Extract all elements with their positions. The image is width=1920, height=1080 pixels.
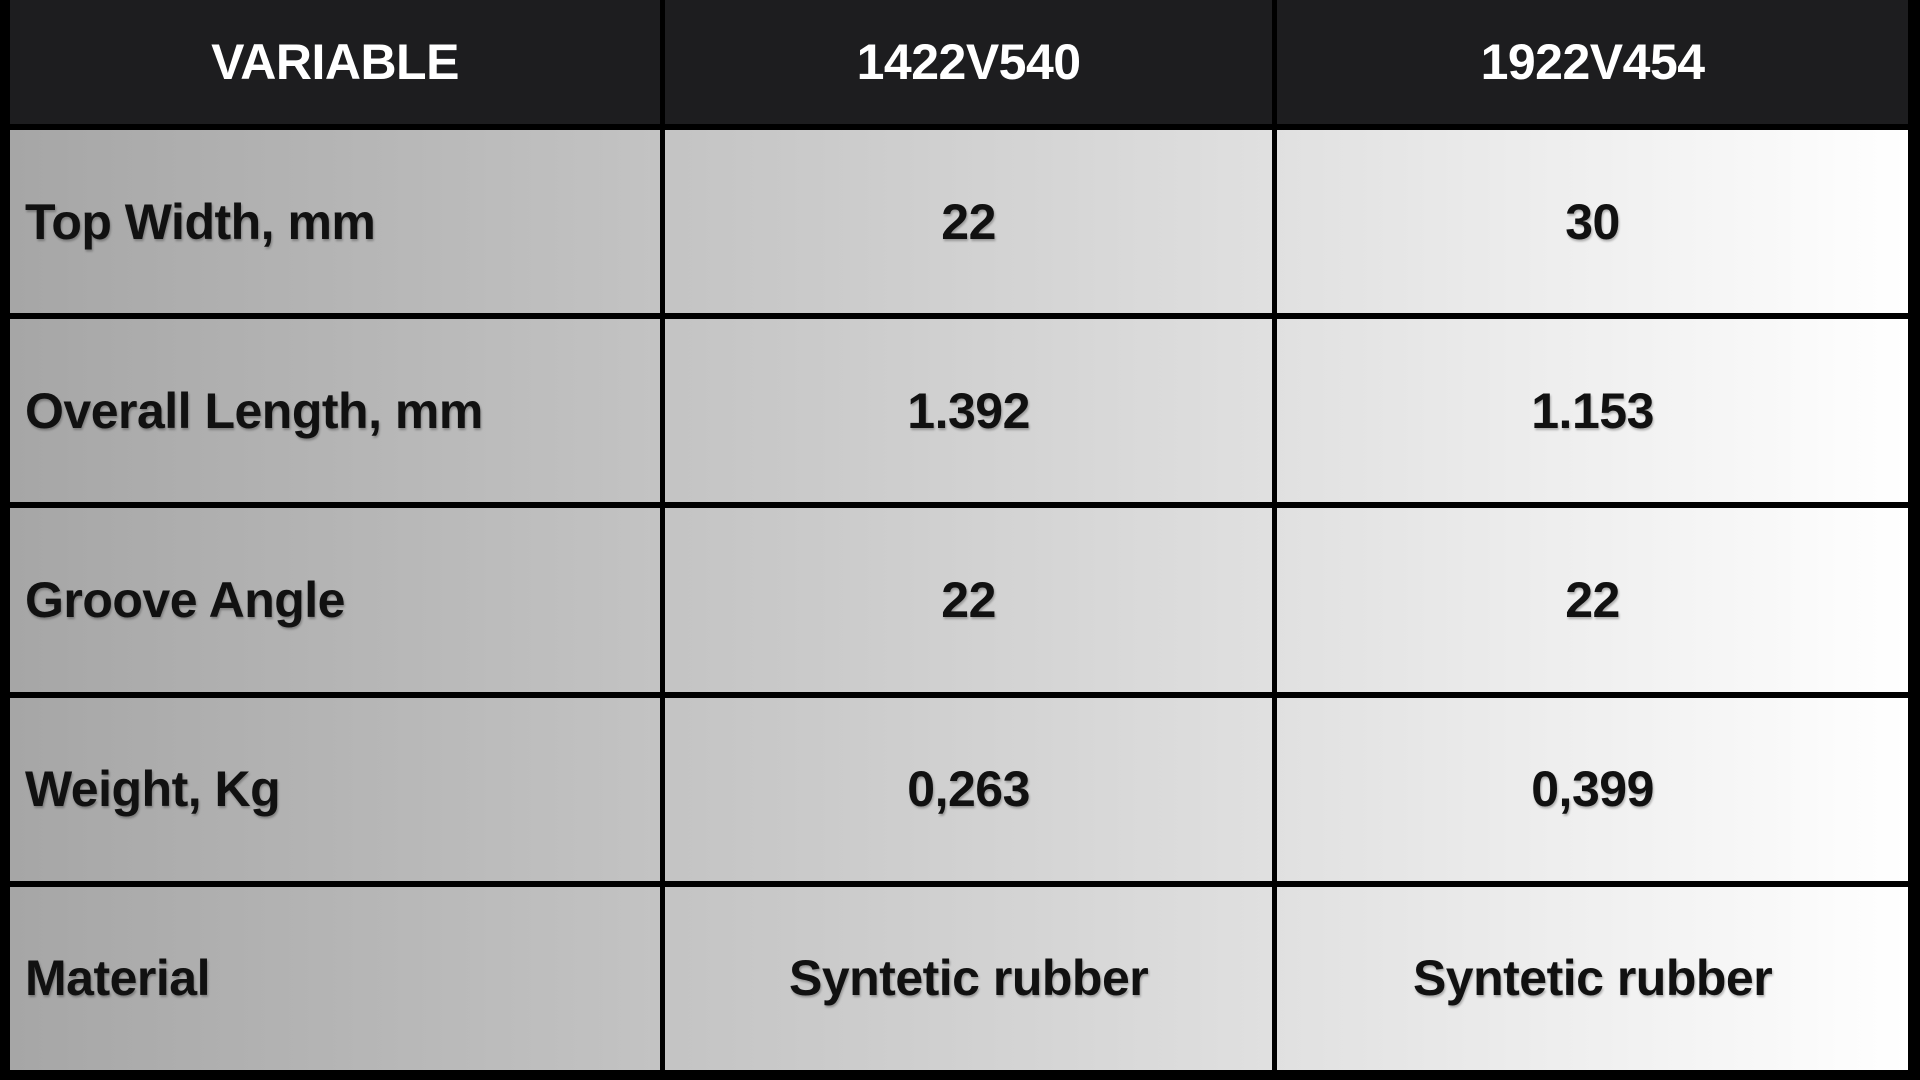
row-value-cell: 0,399 — [1272, 697, 1908, 881]
table-row: Groove Angle 22 22 — [10, 502, 1908, 692]
row-value-cell: 22 — [660, 508, 1272, 692]
table-row: Overall Length, mm 1.392 1.153 — [10, 313, 1908, 503]
column-header-model-1422v540: 1422V540 — [660, 0, 1272, 124]
row-value-cell: 1.153 — [1272, 319, 1908, 503]
row-value-cell: 1.392 — [660, 319, 1272, 503]
table-row: Material Syntetic rubber Syntetic rubber — [10, 880, 1908, 1071]
row-label-cell: Groove Angle — [25, 572, 345, 628]
row-value-cell: Syntetic rubber — [1272, 886, 1908, 1071]
table-row: Top Width, mm 22 30 — [10, 124, 1908, 314]
column-header-model-1922v454: 1922V454 — [1272, 0, 1908, 124]
column-header-variable: VARIABLE — [211, 34, 459, 90]
row-value-cell: 22 — [660, 130, 1272, 314]
row-label-cell: Material — [25, 950, 210, 1007]
table-header-row: VARIABLE 1422V540 1922V454 — [10, 0, 1908, 124]
table-body: Top Width, mm 22 30 Overall Length, mm 1.392… — [10, 124, 1908, 1071]
row-value-cell: 22 — [1272, 508, 1908, 692]
row-value-cell: Syntetic rubber — [660, 886, 1272, 1071]
row-label-cell: Overall Length, mm — [25, 382, 483, 439]
row-label-cell: Weight, Kg — [25, 761, 281, 818]
table-row: Weight, Kg 0,263 0,399 — [10, 691, 1908, 881]
row-value-cell: 30 — [1272, 130, 1908, 314]
row-label-cell: Top Width, mm — [25, 193, 376, 250]
row-value-cell: 0,263 — [660, 697, 1272, 881]
